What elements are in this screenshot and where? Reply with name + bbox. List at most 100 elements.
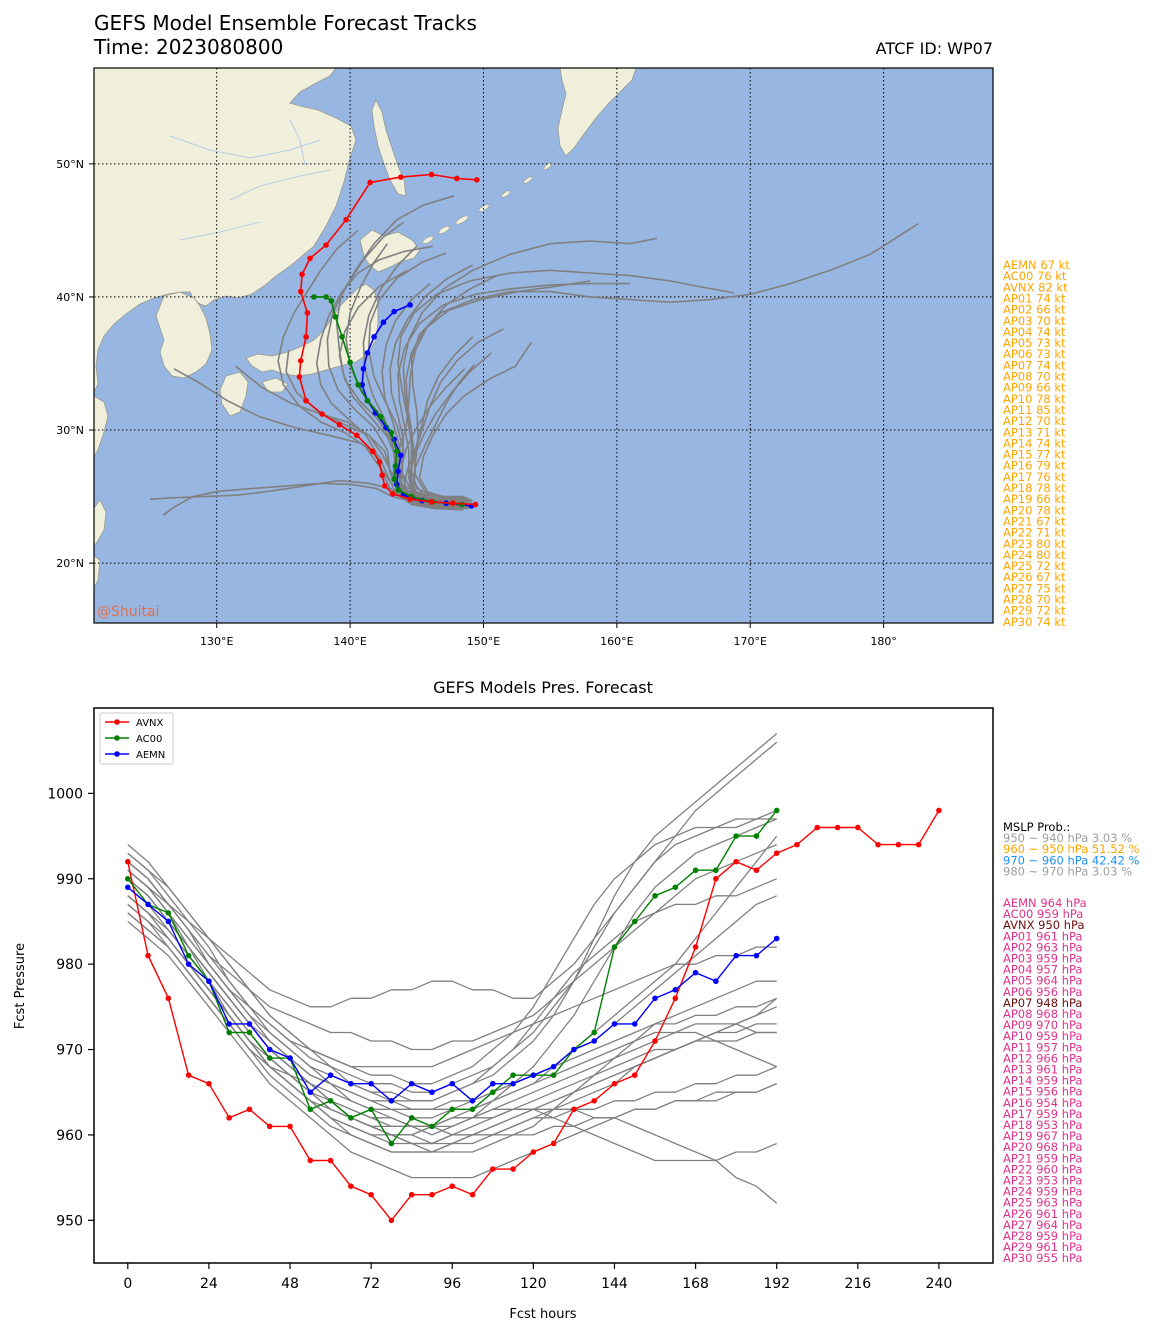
intensity-label: AP05 73 kt: [1003, 336, 1066, 350]
track-point-aemn: [371, 334, 377, 340]
pressure-label: AP17 959 hPa: [1003, 1107, 1082, 1121]
intensity-label: AP17 76 kt: [1003, 470, 1066, 484]
track-point-avnx: [297, 358, 304, 364]
pressure-point-ac00: [185, 952, 192, 959]
atcf-id: ATCF ID: WP07: [876, 39, 993, 58]
pressure-point-aemn: [246, 1021, 253, 1027]
pressure-point-ac00: [124, 875, 131, 882]
track-point-avnx: [299, 271, 305, 278]
pressure-point-avnx: [307, 1157, 314, 1164]
pressure-point-ac00: [753, 833, 760, 839]
track-point-avnx: [336, 421, 343, 428]
pressure-point-ac00: [652, 893, 658, 899]
watermark: @Shuitai: [97, 604, 159, 620]
track-point-ac00: [364, 397, 371, 404]
land-china-south: [94, 555, 101, 589]
track-point-ac00: [311, 294, 317, 300]
pressure-point-avnx: [408, 1191, 415, 1198]
pressure-label: AP06 956 hPa: [1003, 985, 1082, 999]
mslp-prob-item: 950 ~ 940 hPa 3.03 %: [1003, 831, 1132, 845]
pressure-label: AP05 964 hPa: [1003, 974, 1082, 988]
intensity-label: AP29 72 kt: [1003, 604, 1066, 618]
intensity-label: AP28 70 kt: [1003, 593, 1066, 607]
pressure-point-ac00: [429, 1123, 435, 1130]
pressure-point-avnx: [631, 1072, 638, 1078]
pressure-point-avnx: [855, 824, 861, 831]
pressure-point-ac00: [165, 910, 172, 916]
track-point-avnx: [389, 491, 396, 497]
pressure-legend: AVNX AC00 AEMN: [99, 712, 174, 765]
map-xtick-label: 170°E: [734, 635, 767, 648]
pressure-point-avnx: [368, 1191, 374, 1198]
member-pressure-line: [127, 878, 777, 1110]
pressure-point-ac00: [307, 1106, 314, 1113]
pressure-point-aemn: [185, 961, 192, 967]
intensity-label: AP06 73 kt: [1003, 347, 1066, 361]
pressure-point-aemn: [368, 1080, 374, 1087]
pressure-label: AP16 954 hPa: [1003, 1096, 1082, 1110]
pressure-point-aemn: [733, 952, 739, 959]
track-point-ac00: [388, 429, 395, 436]
pressure-xlabel: Fcst hours: [509, 1307, 576, 1322]
map-ytick-label: 40°N: [56, 291, 84, 304]
intensity-label: AP26 67 kt: [1003, 570, 1066, 584]
intensity-label: AC00 76 kt: [1003, 269, 1067, 283]
pressure-point-avnx: [571, 1106, 577, 1113]
pressure-point-ac00: [266, 1055, 273, 1061]
pressure-label: AP11 957 hPa: [1003, 1040, 1082, 1054]
pressure-label: AP15 956 hPa: [1003, 1085, 1082, 1099]
mslp-title: MSLP Prob.:: [1003, 820, 1070, 834]
track-point-avnx: [319, 411, 325, 417]
pressure-label: AP01 961 hPa: [1003, 929, 1082, 943]
intensity-label: AP15 77 kt: [1003, 448, 1066, 462]
map-title: GEFS Model Ensemble Forecast Tracks: [94, 11, 477, 35]
pressure-point-avnx: [794, 841, 800, 848]
pressure-label: AP28 959 hPa: [1003, 1229, 1082, 1243]
track-point-avnx: [307, 255, 313, 262]
pressure-point-ac00: [773, 807, 780, 814]
track-point-avnx: [454, 175, 460, 182]
map-ytick-label: 50°N: [56, 158, 84, 171]
map-tick-labels: 130°E 140°E 150°E 160°E 170°E 180° 20°N 30°N 40°…: [56, 158, 897, 648]
track-point-ac00: [391, 476, 397, 483]
pressure-point-ac00: [692, 867, 699, 874]
pressure-point-avnx: [165, 995, 172, 1002]
intensity-label: AP04 74 kt: [1003, 325, 1066, 339]
pressure-point-ac00: [611, 944, 618, 950]
pressure-point-avnx: [591, 1097, 597, 1104]
pressure-point-avnx: [611, 1080, 618, 1087]
pressure-ylabel: Fcst Pressure: [13, 943, 28, 1029]
pressure-label: AP18 953 hPa: [1003, 1118, 1082, 1132]
member-pressure-line: [127, 921, 777, 1179]
pressure-xtick-label: 168: [682, 1276, 709, 1292]
pressure-point-aemn: [449, 1080, 456, 1087]
track-point-avnx: [343, 216, 349, 223]
pressure-point-avnx: [449, 1183, 456, 1189]
intensity-label: AP09 66 kt: [1003, 381, 1066, 395]
pressure-point-ac00: [327, 1097, 334, 1104]
member-pressure-line: [127, 741, 778, 1008]
track-point-avnx: [303, 397, 309, 404]
track-point-ac00: [395, 487, 401, 493]
pressure-point-aemn: [611, 1021, 618, 1027]
intensity-label: AP03 70 kt: [1003, 314, 1066, 328]
member-track: [405, 280, 591, 499]
pressure-point-aemn: [226, 1021, 232, 1027]
map-xtick-label: 180°: [870, 635, 897, 648]
pressure-point-ac00: [469, 1106, 476, 1113]
pressure-point-aemn: [287, 1055, 293, 1061]
pressure-point-avnx: [206, 1080, 212, 1087]
pressure-point-ac00: [368, 1106, 374, 1113]
track-point-avnx: [303, 334, 309, 340]
pressure-chart-title: GEFS Models Pres. Forecast: [433, 678, 653, 697]
pressure-label: AP21 959 hPa: [1003, 1151, 1082, 1165]
pressure-point-ac00: [449, 1106, 456, 1113]
mslp-probability-list: MSLP Prob.:950 ~ 940 hPa 3.03 %960 ~ 950…: [1003, 820, 1139, 879]
pressure-point-aemn: [672, 986, 679, 993]
track-point-ac00: [377, 413, 384, 420]
track-point-aemn: [397, 452, 404, 459]
intensity-label: AP01 74 kt: [1003, 291, 1066, 305]
pressure-ytick-label: 960: [56, 1128, 83, 1144]
pressure-frame: [93, 707, 994, 1264]
